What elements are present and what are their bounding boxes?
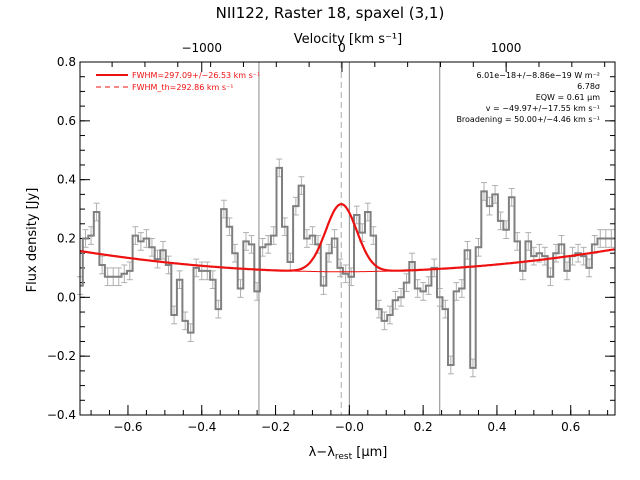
x-axis-label-main: λ−λ bbox=[309, 445, 336, 460]
x-tick-label: 0.4 bbox=[487, 420, 506, 434]
gaussian-fit bbox=[79, 202, 615, 272]
x-tick-label: −0.0 bbox=[335, 420, 364, 434]
y-tick-label: 0.8 bbox=[57, 55, 76, 69]
x-tick-label: −0.2 bbox=[261, 420, 290, 434]
top-axis-label: Velocity [km s⁻¹] bbox=[294, 32, 402, 47]
y-tick-label: −0.4 bbox=[47, 408, 76, 422]
annotation-sigma: 6.78σ bbox=[577, 82, 600, 91]
y-tick-label: 0.4 bbox=[57, 173, 76, 187]
annotation-eqw: EQW = 0.61 μm bbox=[536, 93, 600, 102]
legend: FWHM=297.09+/−26.53 km s⁻¹ FWHM_th=292.8… bbox=[96, 71, 260, 92]
y-tick-label: −0.2 bbox=[47, 349, 76, 363]
x-axis-label: λ−λrest [μm] bbox=[309, 445, 388, 462]
x-tick-label: −0.4 bbox=[187, 420, 216, 434]
x-tick-label: 0.6 bbox=[561, 420, 580, 434]
plot-layer: −0.6 −0.4 −0.2 −0.0 0.2 0.4 0.6 −0.4 −0.2 0.0 0.2 0… bbox=[47, 41, 615, 434]
annotations: 6.01e−18+/−8.86e−19 W m⁻² 6.78σ EQW = 0.… bbox=[456, 71, 600, 124]
x-axis-label-sub: rest bbox=[335, 452, 353, 462]
y-tick-label: 0.2 bbox=[57, 232, 76, 246]
chart-title: NII122, Raster 18, spaxel (3,1) bbox=[216, 4, 445, 22]
y-tick-label: 0.6 bbox=[57, 114, 76, 128]
velocity-tick-label: 1000 bbox=[491, 41, 522, 55]
annotation-flux: 6.01e−18+/−8.86e−19 W m⁻² bbox=[476, 71, 600, 80]
y-tick-label: 0.0 bbox=[57, 290, 76, 304]
annotation-velocity: v = −49.97+/−17.55 km s⁻¹ bbox=[486, 104, 600, 113]
y-axis-label: Flux density [Jy] bbox=[25, 188, 40, 293]
legend-label-fwhm: FWHM=297.09+/−26.53 km s⁻¹ bbox=[132, 71, 260, 80]
x-axis-label-unit: [μm] bbox=[352, 445, 387, 460]
legend-label-fwhm-th: FWHM_th=292.86 km s⁻¹ bbox=[132, 83, 233, 92]
annotation-broadening: Broadening = 50.00+/−4.46 km s⁻¹ bbox=[456, 115, 600, 124]
velocity-tick-label: 0 bbox=[338, 41, 346, 55]
plot-frame bbox=[79, 61, 616, 416]
x-tick-label: 0.2 bbox=[414, 420, 433, 434]
velocity-tick-label: −1000 bbox=[181, 41, 222, 55]
x-tick-label: −0.6 bbox=[113, 420, 142, 434]
